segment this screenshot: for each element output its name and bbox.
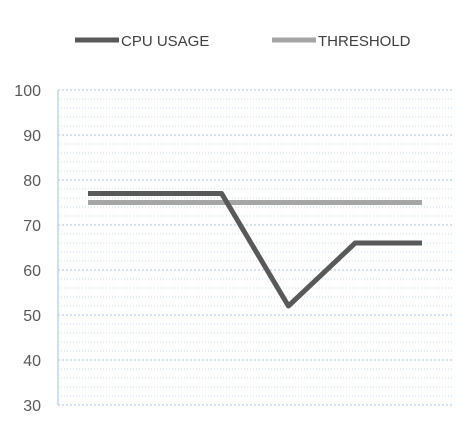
gridlines <box>58 89 452 406</box>
y-tick-label: 60 <box>23 263 41 280</box>
y-tick-label: 70 <box>23 218 41 235</box>
y-tick-label: 90 <box>23 128 41 145</box>
y-tick-label: 100 <box>14 83 41 100</box>
legend-label: CPU USAGE <box>121 33 209 50</box>
series-line-cpu-usage <box>88 191 422 309</box>
y-tick-label: 50 <box>23 308 41 325</box>
y-axis: 30 40 50 60 70 80 90 100 <box>14 83 59 415</box>
series-lines <box>88 191 422 309</box>
legend-label: THRESHOLD <box>318 33 411 50</box>
y-tick-label: 30 <box>23 398 41 415</box>
legend: CPU USAGE THRESHOLD <box>75 33 411 50</box>
y-tick-label: 80 <box>23 173 41 190</box>
y-tick-label: 40 <box>23 353 41 370</box>
